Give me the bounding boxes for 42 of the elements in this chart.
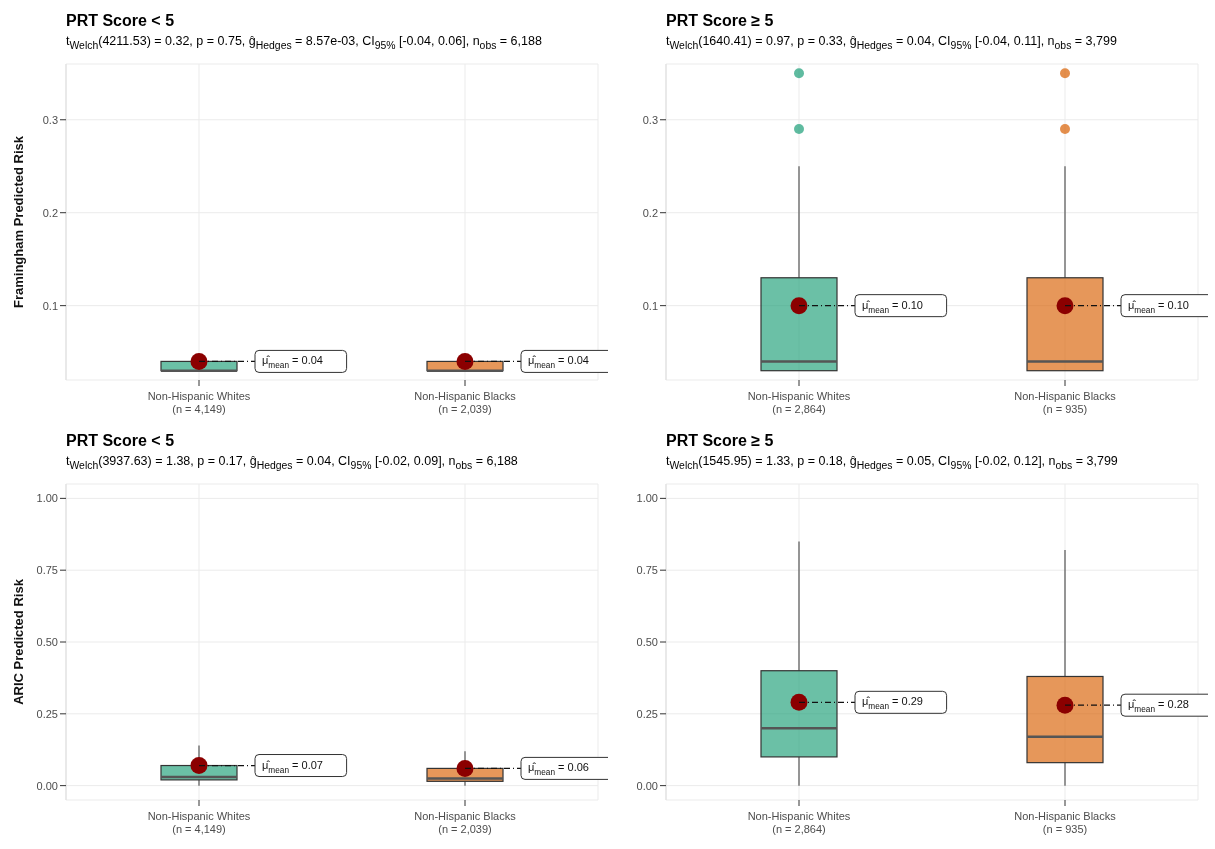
x-tick-label: Non-Hispanic Blacks (n = 2,039) bbox=[414, 390, 517, 415]
y-axis-title: Framingham Predicted Risk bbox=[10, 135, 26, 308]
annotation: μ̂$_{mean}$ = 0.07 bbox=[262, 758, 323, 775]
y-tick-label: 0.1 bbox=[642, 299, 658, 312]
y-tick-label: 0.75 bbox=[36, 564, 58, 577]
chart-title: PRT Score ≥ 5 bbox=[665, 12, 775, 31]
x-tick-label: Non-Hispanic Whites (n = 2,864) bbox=[747, 390, 851, 415]
y-tick-label: 0.00 bbox=[636, 779, 658, 792]
chart-title: PRT Score < 5 bbox=[65, 432, 176, 451]
y-tick-label: 0.2 bbox=[42, 206, 58, 219]
annotation: μ̂$_{mean}$ = 0.29 bbox=[862, 695, 923, 711]
y-tick-label: 0.50 bbox=[36, 635, 58, 648]
y-axis-title: ARIC Predicted Risk bbox=[10, 578, 26, 705]
x-tick-label: Non-Hispanic Whites (n = 2,864) bbox=[747, 810, 851, 835]
x-tick-label: Non-Hispanic Whites (n = 4,149) bbox=[147, 390, 251, 415]
y-tick-label: 0.25 bbox=[636, 707, 658, 720]
y-tick-label: 0.75 bbox=[636, 564, 658, 577]
annotation: μ̂$_{mean}$ = 0.04 bbox=[262, 354, 323, 371]
annotation: μ̂$_{mean}$ = 0.28 bbox=[1128, 698, 1189, 714]
annotation: μ̂$_{mean}$ = 0.10 bbox=[862, 298, 923, 315]
text: t$_{Welch}$(1545.95) = 1.33, p = 0.18, ĝ$_{Hedges}$ = 0.05, CI$_{95%}$ [-0.02, 0.12], n$_{obs}$ = 3,799 bbox=[666, 454, 1118, 471]
annotation: μ̂$_{mean}$ = 0.04 bbox=[528, 354, 589, 371]
text: t$_{Welch}$(4211.53) = 0.32, p = 0.75, ĝ$_{Hedges}$ = 8.57e-03, CI$_{95%}$ [-0.04, 0.06], n$_{obs}$ = 6,188 bbox=[66, 34, 542, 51]
chart-title: PRT Score ≥ 5 bbox=[665, 432, 775, 451]
y-tick-label: 0.25 bbox=[36, 707, 58, 720]
annotation: μ̂$_{mean}$ = 0.06 bbox=[528, 761, 589, 778]
x-tick-label: Non-Hispanic Blacks (n = 2,039) bbox=[414, 810, 517, 835]
y-tick-label: 0.3 bbox=[42, 113, 58, 126]
y-tick-label: 1.00 bbox=[636, 492, 658, 505]
y-tick-label: 0.2 bbox=[642, 206, 658, 219]
chart-title: PRT Score < 5 bbox=[65, 12, 176, 31]
y-tick-label: 1.00 bbox=[36, 492, 58, 505]
y-tick-label: 0.3 bbox=[642, 113, 658, 126]
x-tick-label: Non-Hispanic Whites (n = 4,149) bbox=[147, 810, 251, 835]
y-tick-label: 0.1 bbox=[42, 299, 58, 312]
text: t$_{Welch}$(3937.63) = 1.38, p = 0.17, ĝ$_{Hedges}$ = 0.04, CI$_{95%}$ [-0.02, 0.09], n$_{obs}$ = 6,188 bbox=[66, 454, 518, 471]
text: t$_{Welch}$(1640.41) = 0.97, p = 0.33, ĝ$_{Hedges}$ = 0.04, CI$_{95%}$ [-0.04, 0.11], n$_{obs}$ = 3,799 bbox=[666, 34, 1117, 51]
annotation: μ̂$_{mean}$ = 0.10 bbox=[1128, 298, 1189, 315]
y-tick-label: 0.50 bbox=[636, 635, 658, 648]
x-tick-label: Non-Hispanic Blacks (n = 935) bbox=[1014, 810, 1117, 835]
y-tick-label: 0.00 bbox=[36, 779, 58, 792]
x-tick-label: Non-Hispanic Blacks (n = 935) bbox=[1014, 390, 1117, 415]
